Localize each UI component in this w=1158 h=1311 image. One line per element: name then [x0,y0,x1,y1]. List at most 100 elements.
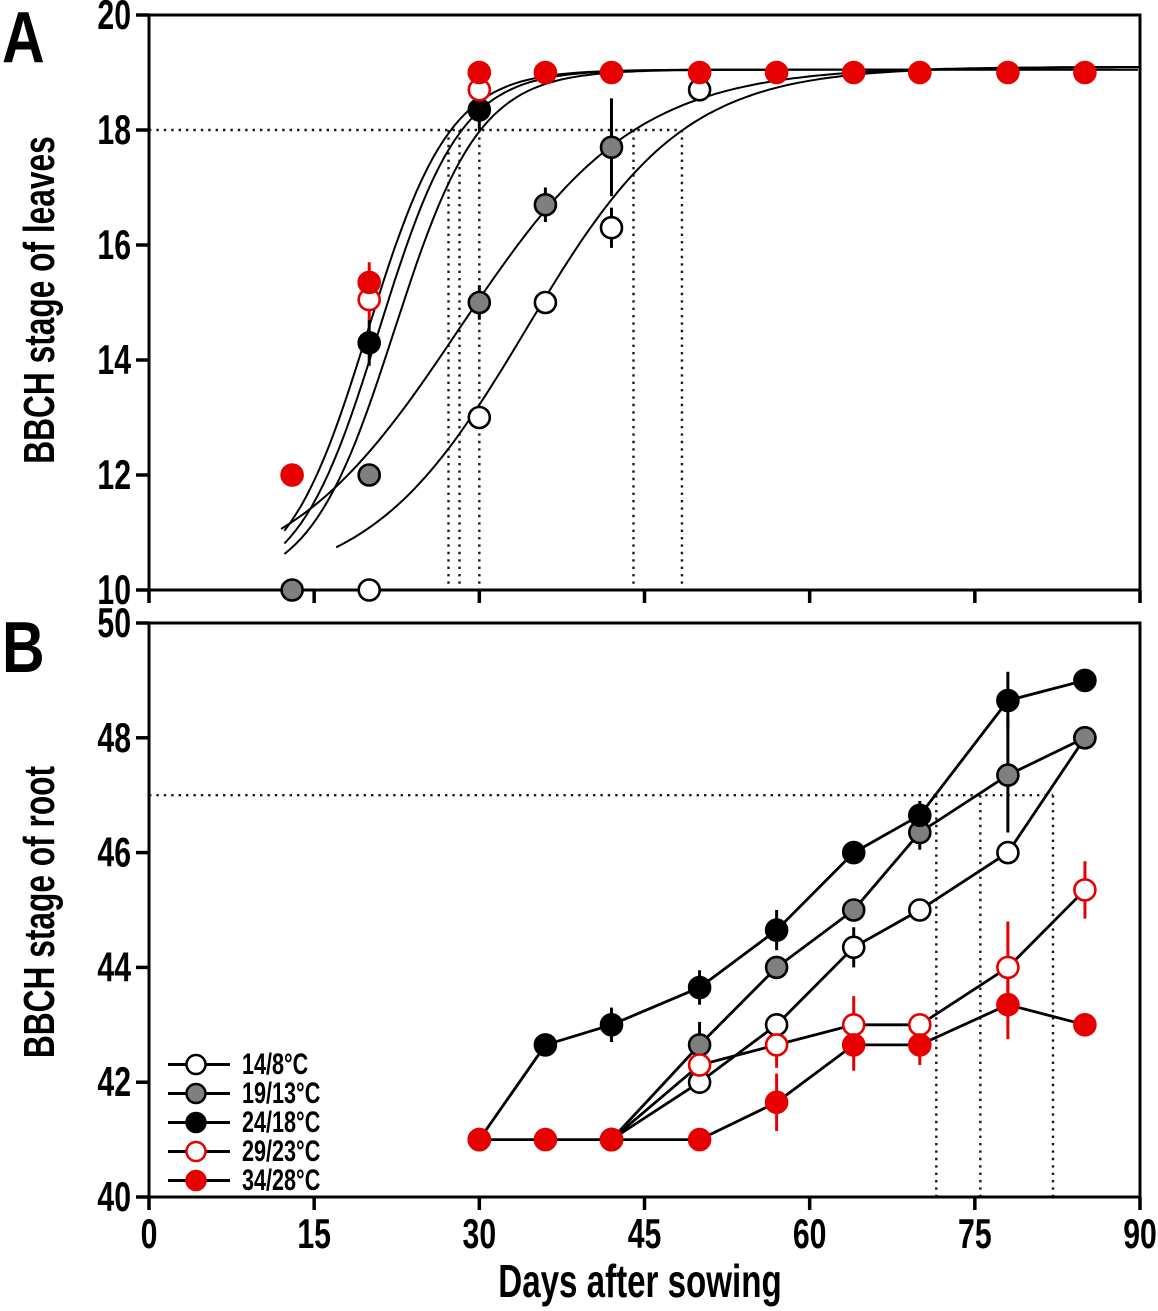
data-point [599,135,624,160]
y-tick-label: 42 [97,1058,131,1105]
panel_b: 40 42 44 46 48 50 0 15 30 45 60 75 90 [97,599,1156,1257]
data-point [533,193,558,217]
x-tick-label: 75 [958,1210,992,1257]
data-point [357,578,382,602]
data-point [841,898,866,922]
x-tick-label: 15 [297,1210,331,1257]
data-point [1073,668,1097,693]
data-point [599,60,624,85]
fit-curve [283,68,1138,545]
legend-label: 29/23°C [242,1135,321,1168]
y-tick-label: 46 [97,829,131,876]
y-tick-label: 14 [97,336,131,383]
data-point [687,1127,712,1152]
legend-circle [185,1169,207,1192]
data-point [841,60,866,85]
data-point [599,215,624,240]
data-point [687,60,712,85]
fit-curve [335,66,1140,549]
x-tick-label: 60 [793,1210,827,1257]
data-point [357,270,382,295]
y-tick-label: 12 [97,451,131,498]
data-point [357,330,382,355]
data-point [996,992,1020,1017]
y-axis-title-root: BBCH stage of root [15,765,64,1059]
data-point [533,60,558,85]
x-tick-label: 90 [1123,1210,1157,1257]
legend-marker-24-18-icon [168,1111,230,1134]
legend-item: 19/13°C [168,1077,351,1110]
data-point [280,578,304,602]
legend-label: 24/18°C [242,1106,321,1139]
x-tick-label: 0 [141,1210,158,1257]
y-axis-title-leaves: BBCH stage of leaves [15,136,64,464]
data-point [687,975,712,1000]
data-point [467,290,492,315]
legend-item: 29/23°C [168,1135,351,1168]
y-tick-label: 20 [97,0,131,38]
data-point [996,840,1020,865]
x-tick-label: 45 [628,1210,662,1257]
y-tick-label: 10 [97,566,131,613]
legend-circle [185,1082,207,1105]
data-point [907,803,932,828]
data-point [533,290,558,315]
data-point [996,955,1020,980]
data-point [467,60,492,85]
x-tick-label: 30 [463,1210,497,1257]
data-point [1073,725,1097,750]
data-point [996,763,1020,787]
data-point [1073,60,1097,85]
data-point [841,840,866,865]
y-tick-label: 44 [97,944,131,991]
data-point [996,688,1020,713]
data-point [687,1053,712,1077]
panel_a: 10 12 14 16 18 20 [97,0,1142,613]
data-point [764,918,789,942]
y-tick-label: 48 [97,714,131,761]
data-point [357,463,382,487]
data-point [467,405,492,430]
legend-label: 19/13°C [242,1077,321,1110]
data-point [764,955,789,980]
legend-circle [185,1053,207,1076]
data-point [599,1127,624,1152]
data-point [533,1033,558,1057]
data-point [599,1013,624,1037]
legend-item: 34/28°C [168,1164,351,1197]
data-point [1073,1013,1097,1037]
panel-a-label: A [2,0,45,78]
data-point [907,60,932,85]
data-point [841,1033,866,1057]
legend-marker-29-23-icon [168,1140,230,1163]
data-point [467,1127,492,1152]
data-point [764,1013,789,1037]
legend-circle [185,1111,207,1134]
fit-curve [280,66,1140,530]
panel-b-label: B [2,608,45,688]
series-line [478,679,1086,1141]
data-point [687,1033,712,1057]
fit-curve [283,68,1138,532]
legend-marker-34-28-icon [168,1169,230,1192]
data-point [996,60,1020,85]
y-tick-label: 16 [97,221,131,268]
plot-frame [147,13,1142,592]
legend-marker-19-13-icon [168,1082,230,1105]
data-point [764,1090,789,1115]
legend-circle [185,1140,207,1163]
data-point [467,98,492,122]
legend-marker-14-8-icon [168,1053,230,1076]
data-point [841,935,866,960]
data-point [1073,878,1097,902]
data-point [764,1033,789,1057]
legend-label: 34/28°C [242,1164,321,1197]
x-axis-title: Days after sowing [498,1255,782,1307]
legend: 14/8°C 19/13°C 24/18°C 29/23°C 34/28°C [168,1050,351,1197]
data-point [907,898,932,922]
data-point [280,463,304,487]
legend-item: 24/18°C [168,1106,351,1139]
data-point [764,60,789,85]
